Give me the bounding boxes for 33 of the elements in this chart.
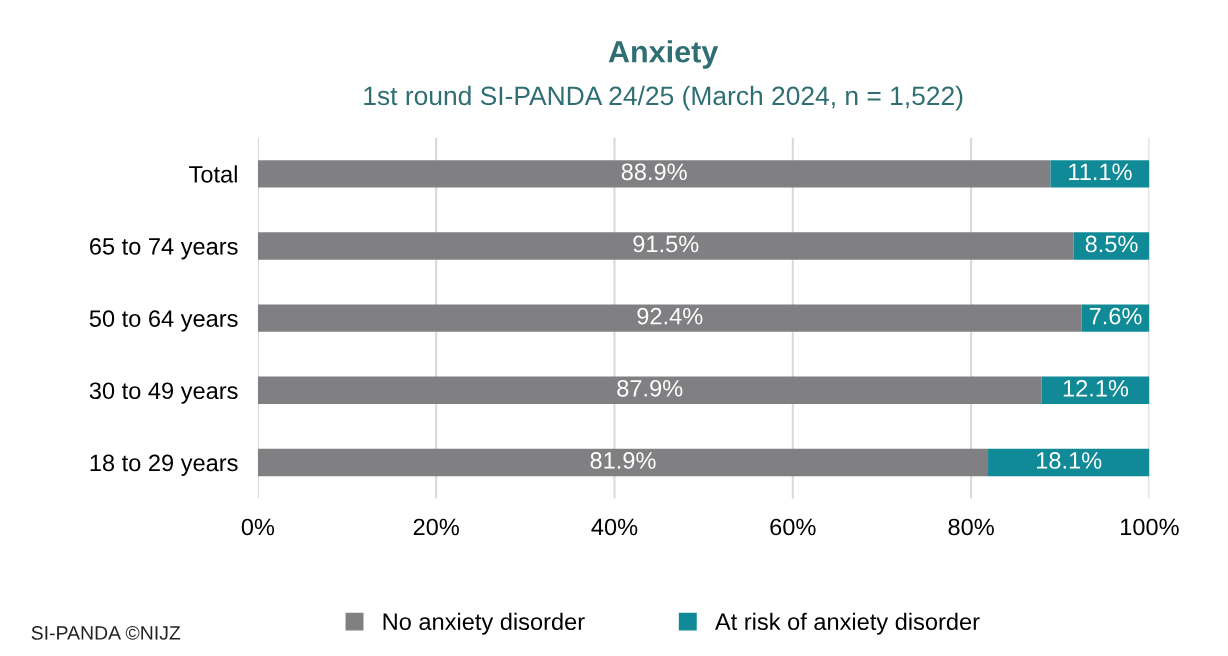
bar: [1050, 160, 1150, 188]
y-tick-label: 30 to 49 years: [89, 382, 238, 404]
x-tick-label: 0%: [241, 518, 275, 536]
data-label: 91.5%: [633, 235, 699, 253]
x-tick-label: 60%: [770, 518, 816, 536]
bar: [257, 160, 1051, 188]
data-label: 11.1%: [1069, 163, 1132, 181]
chart-title: Anxiety: [608, 40, 719, 69]
data-label: 18.1%: [1037, 452, 1102, 469]
x-tick-label: 80%: [948, 518, 994, 536]
text: SI-PANDA ©NIJZ: [31, 626, 181, 640]
data-label: 87.9%: [617, 379, 683, 397]
y-tick-label: 50 to 64 years: [89, 310, 238, 332]
data-label: 7.6%: [1089, 307, 1142, 325]
y-tick-label: 65 to 74 years: [90, 238, 238, 260]
x-tick-label: 20%: [413, 518, 459, 536]
data-label: 81.9%: [590, 452, 656, 469]
bar: [257, 448, 989, 477]
legend-label: No anxiety disorder: [383, 612, 585, 635]
bar: [257, 304, 1082, 332]
y-tick-label: Total: [189, 165, 237, 183]
legend-label: At risk of anxiety disorder: [714, 612, 980, 635]
data-label: 92.4%: [637, 307, 703, 325]
x-tick-label: 40%: [591, 518, 638, 536]
x-tick-label: 100%: [1121, 518, 1179, 536]
bar: [988, 448, 1150, 477]
bar: [257, 232, 1074, 260]
data-label: 8.5%: [1085, 235, 1138, 253]
bar: [257, 376, 1042, 405]
data-label: 12.1%: [1063, 379, 1129, 397]
chart-subtitle: 1st round SI-PANDA 24/25 (March 2024, n = 1,522): [364, 85, 963, 111]
data-label: 88.9%: [621, 163, 687, 181]
y-tick-label: 18 to 29 years: [90, 454, 238, 476]
